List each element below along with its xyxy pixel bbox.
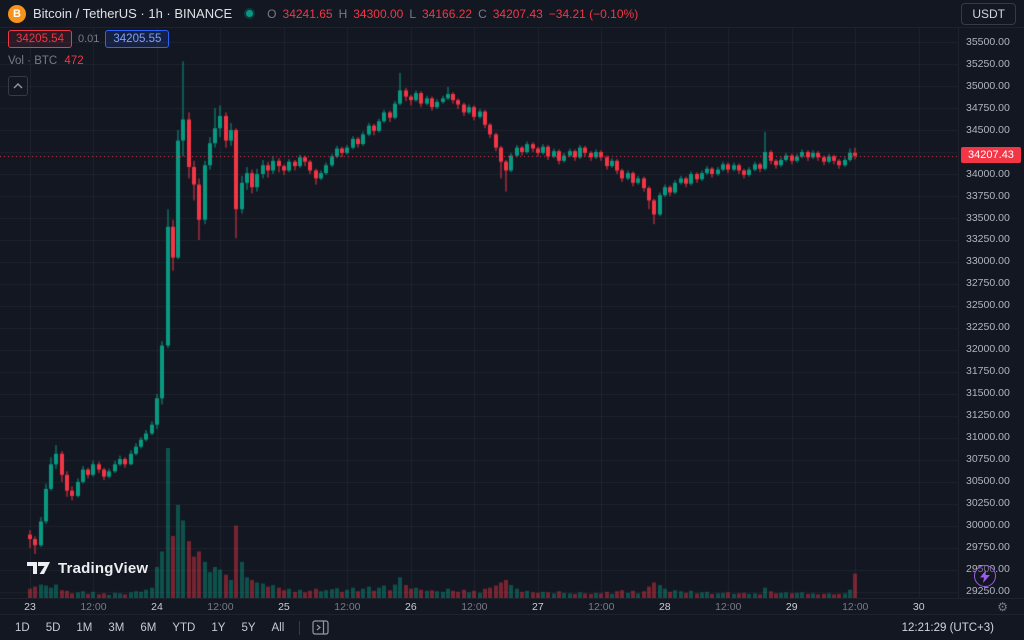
price-axis-tick: 31000.00 [966,431,1010,444]
time-axis-tick: 29 [785,601,798,613]
price-axis-tick: 35500.00 [966,35,1010,48]
chart-legend: 34205.54 0.01 34205.55 Vol · BTC 472 [8,30,170,96]
price-axis-tick: 30250.00 [966,497,1010,510]
collapse-legend-button[interactable] [8,76,28,96]
close-label: C [478,6,487,21]
price-axis-tick: 29750.00 [966,541,1010,554]
bid-ask-row: 34205.54 0.01 34205.55 [8,30,170,48]
toolbar-divider [299,620,301,635]
open-label: O [267,6,277,21]
time-axis-tick: 12:00 [80,601,107,613]
price-axis-tick: 32250.00 [966,321,1010,334]
tradingview-mark-icon [27,562,50,574]
candlestick-chart[interactable] [0,28,958,598]
time-axis-tick: 30 [912,601,925,613]
currency-toggle-button[interactable]: USDT [961,2,1016,25]
time-axis-tick: 26 [405,601,417,613]
price-axis-tick: 32750.00 [966,277,1010,290]
go-to-date-button[interactable] [308,618,333,637]
time-axis-tick: 12:00 [334,601,361,613]
time-axis-tick: 12:00 [842,601,869,613]
time-axis-tick: 12:00 [588,601,615,613]
price-axis-tick: 30000.00 [966,519,1010,532]
volume-value: 472 [64,55,84,67]
range-button-5d[interactable]: 5D [39,619,68,637]
time-axis-tick: 24 [151,601,163,613]
bottom-toolbar: 1D 5D 1M 3M 6M YTD 1Y 5Y All 12:21:29 (UTC+3) [0,614,1024,640]
range-button-6m[interactable]: 6M [133,619,163,637]
time-axis-tick: 12:00 [207,601,234,613]
price-axis-tick: 34000.00 [966,167,1010,180]
gear-icon[interactable]: ⚙ [997,600,1008,614]
volume-row: Vol · BTC 472 [8,55,169,67]
range-button-ytd[interactable]: YTD [165,619,202,637]
time-axis-tick: 23 [24,601,36,613]
tradingview-logo-text: TradingView [58,560,149,577]
change-value: −34.21 (−0.10%) [548,6,639,21]
ohlc-values: O 34241.65 H 34300.00 L 34166.22 C 34207.43 … [267,7,638,21]
price-axis-tick: 30500.00 [966,475,1010,488]
price-axis-tick: 31750.00 [966,365,1010,378]
price-axis-tick: 35250.00 [966,57,1010,70]
spread-value: 0.01 [77,33,100,45]
bitcoin-icon: B [8,4,26,23]
price-axis-tick: 32000.00 [966,343,1010,356]
volume-label: Vol · BTC [8,55,58,67]
buy-price-button[interactable]: 34205.55 [105,30,170,48]
range-button-5y[interactable]: 5Y [234,619,262,637]
price-axis-tick: 31250.00 [966,409,1010,422]
sell-price-button[interactable]: 34205.54 [8,30,72,48]
lightning-icon [980,569,990,583]
range-button-3m[interactable]: 3M [101,619,131,637]
price-axis-tick: 29250.00 [966,585,1010,598]
price-axis-tick: 33500.00 [966,211,1010,224]
range-button-1m[interactable]: 1M [69,619,99,637]
low-value: 34166.22 [422,6,473,21]
time-axis-tick: 28 [658,601,671,613]
market-status-icon[interactable] [246,10,254,17]
price-axis-tick: 34500.00 [966,123,1010,136]
price-axis-tick: 32500.00 [966,299,1010,312]
open-value: 34241.65 [282,6,333,21]
time-axis-tick: 27 [531,601,544,613]
price-axis-tick: 31500.00 [966,387,1010,400]
price-axis-tick: 35000.00 [966,79,1010,92]
range-button-1d[interactable]: 1D [8,619,37,637]
time-scale[interactable]: ⚙ 23 12:00 24 12:00 25 12:00 26 12:00 27 12:00 28 1… [0,598,1024,614]
price-axis-tick: 33750.00 [966,189,1010,202]
range-button-1y[interactable]: 1Y [204,619,232,637]
last-price-tag: 34207.43 [961,146,1021,163]
high-value: 34300.00 [353,6,404,21]
symbol-title[interactable]: Bitcoin / TetherUS · 1h · BINANCE [33,6,233,21]
tradingview-logo[interactable]: TradingView [26,560,148,577]
price-axis-tick: 34750.00 [966,101,1010,114]
go-to-date-icon [312,620,329,635]
price-scale[interactable]: 34207.43 35500.00 35250.00 35000.00 34750.0… [958,28,1024,598]
price-axis-tick: 33000.00 [966,255,1010,268]
date-range-buttons: 1D 5D 1M 3M 6M YTD 1Y 5Y All [8,619,291,637]
chevron-up-icon [13,83,23,89]
price-axis-tick: 33250.00 [966,233,1010,246]
time-axis-tick: 25 [278,601,290,613]
clock[interactable]: 12:21:29 (UTC+3) [901,621,994,634]
close-value: 34207.43 [492,6,543,21]
high-label: H [338,6,348,21]
price-axis-tick: 30750.00 [966,453,1010,466]
time-axis-tick: 12:00 [715,601,742,613]
time-axis-tick: 12:00 [461,601,488,613]
chart-header: B Bitcoin / TetherUS · 1h · BINANCE O 342… [0,0,1024,28]
range-button-all[interactable]: All [265,619,292,637]
boost-button[interactable] [974,565,996,587]
low-label: L [409,6,416,21]
